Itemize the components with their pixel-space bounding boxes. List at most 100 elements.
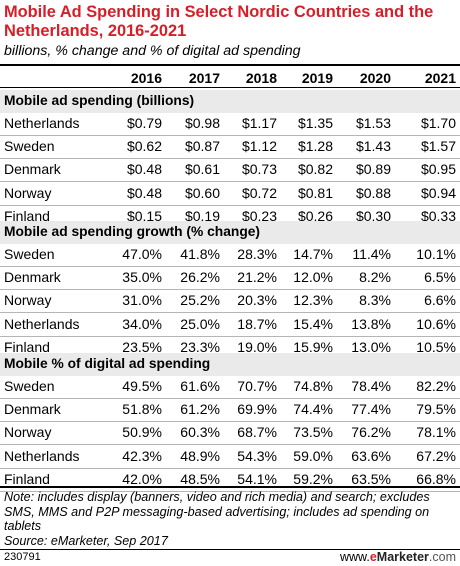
data-cell: $0.81 [297,184,333,201]
data-cell: $1.35 [297,115,333,131]
data-cell: $0.30 [355,207,391,224]
data-cell: 63.5% [351,470,391,487]
table-row: Norway 31.0% 25.2% 20.3% 12.3% 8.3% 6.6% [0,290,460,314]
data-cell: $0.48 [126,161,162,178]
data-cell: 47.0% [122,246,162,262]
data-cell: 20.3% [237,292,277,309]
data-cell: 79.5% [416,401,456,418]
row-label: Finland [4,338,50,355]
data-cell: 76.2% [351,424,391,441]
data-cell: 42.0% [122,470,162,487]
data-cell: 48.9% [180,447,220,464]
data-cell: 42.3% [122,447,162,464]
data-cell: 74.4% [293,401,333,418]
data-cell: $1.57 [420,138,456,155]
section-title: Mobile % of digital ad spending [4,356,211,371]
data-cell: 10.5% [416,338,456,355]
data-cell: $0.89 [355,161,391,178]
table-row: Denmark 35.0% 26.2% 21.2% 12.0% 8.2% 6.5% [0,267,460,291]
column-header: 2020 [359,70,391,86]
section-title: Mobile ad spending (billions) [4,93,195,108]
data-cell: $0.79 [126,115,162,131]
data-cell: $0.98 [184,115,220,131]
data-cell: 54.3% [237,447,277,464]
data-cell: 26.2% [180,269,220,286]
column-header: 2019 [301,70,333,86]
column-header: 2016 [130,70,162,86]
footer-divider [0,549,460,550]
data-cell: $0.82 [297,161,333,178]
row-label: Denmark [4,401,61,418]
row-label: Sweden [4,138,55,155]
data-cell: $1.12 [241,138,277,155]
emarketer-logo[interactable]: www.eMarketer.com [340,550,456,564]
table-row: Denmark 51.8% 61.2% 69.9% 74.4% 77.4% 79.5% [0,399,460,423]
data-cell: $0.94 [420,184,456,201]
source-line: Source: eMarketer, Sep 2017 [4,534,168,548]
row-label: Denmark [4,269,61,286]
table-row: Sweden $0.62 $0.87 $1.12 $1.28 $1.43 $1.57 [0,136,460,160]
data-cell: $1.28 [297,138,333,155]
table-row: Denmark $0.48 $0.61 $0.73 $0.82 $0.89 $0.95 [0,159,460,183]
row-label: Norway [4,424,52,441]
data-cell: 10.6% [416,315,456,332]
row-label: Sweden [4,378,55,394]
table-row: Norway 50.9% 60.3% 68.7% 73.5% 76.2% 78.1% [0,422,460,446]
data-cell: 67.2% [416,447,456,464]
data-cell: $1.53 [355,115,391,131]
data-cell: 34.0% [122,315,162,332]
table-bottom-rule [0,486,460,488]
data-cell: 6.5% [424,269,456,286]
table-header: 2016 2017 2018 2019 2020 2021 [0,64,460,88]
row-label: Netherlands [4,315,80,332]
data-cell: $0.73 [241,161,277,178]
data-cell: $0.61 [184,161,220,178]
data-cell: 15.9% [293,338,333,355]
data-cell: 15.4% [293,315,333,332]
data-cell: 77.4% [351,401,391,418]
data-cell: 74.8% [293,378,333,394]
section-header: Mobile % of digital ad spending [0,353,460,376]
data-cell: 31.0% [122,292,162,309]
table-row: Sweden 47.0% 41.8% 28.3% 14.7% 11.4% 10.1% [0,244,460,267]
data-cell: 12.3% [293,292,333,309]
brand-marketer: Marketer [376,550,429,564]
data-cell: $0.88 [355,184,391,201]
column-header: 2018 [245,70,277,86]
chart-title: Mobile Ad Spending in Select Nordic Coun… [4,3,434,40]
data-cell: 25.0% [180,315,220,332]
data-cell: $0.87 [184,138,220,155]
data-cell: 54.1% [237,470,277,487]
table-row: Norway $0.48 $0.60 $0.72 $0.81 $0.88 $0.94 [0,183,460,206]
data-cell: 48.5% [180,470,220,487]
data-cell: $0.33 [420,207,456,224]
data-cell: $1.70 [420,115,456,131]
data-cell: 68.7% [237,424,277,441]
brand-www: www. [339,550,370,564]
data-cell: 51.8% [122,401,162,418]
data-cell: $0.95 [420,161,456,178]
data-cell: 82.2% [416,378,456,394]
chart-subtitle: billions, % change and % of digital ad s… [4,43,301,59]
data-cell: 10.1% [416,246,456,262]
data-cell: $1.17 [241,115,277,131]
data-cell: 59.0% [293,447,333,464]
data-cell: 8.3% [359,292,391,309]
data-cell: $0.72 [241,184,277,201]
data-cell: 60.3% [180,424,220,441]
table-row: Finland 42.0% 48.5% 54.1% 59.2% 63.5% 66.8% [0,469,460,492]
data-cell: 25.2% [180,292,220,309]
data-cell: 6.6% [424,292,456,309]
data-cell: 66.8% [416,470,456,487]
data-cell: 50.9% [122,424,162,441]
chart-id: 230791 [4,551,41,563]
footnote: Note: includes display (banners, video a… [4,490,430,534]
data-cell: 59.2% [293,470,333,487]
section-header: Mobile ad spending (billions) [0,90,460,113]
table-row: Netherlands 42.3% 48.9% 54.3% 59.0% 63.6% 67.2… [0,446,460,469]
data-cell: 13.0% [351,338,391,355]
data-cell: 78.4% [351,378,391,394]
data-cell: 18.7% [237,315,277,332]
data-cell: 63.6% [351,447,391,464]
data-cell: 23.3% [180,338,220,355]
